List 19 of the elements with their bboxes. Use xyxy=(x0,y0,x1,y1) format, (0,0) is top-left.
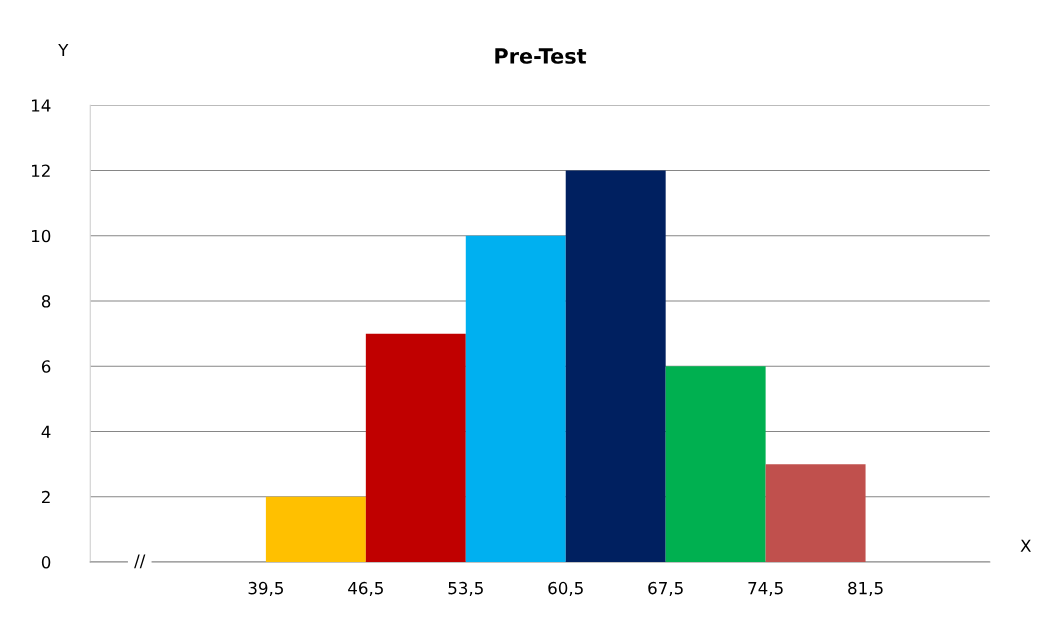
x-tick-label: 46,5 xyxy=(348,581,383,597)
x-tick-label: 39,5 xyxy=(248,581,283,597)
x-tick-label: 81,5 xyxy=(848,581,883,597)
y-tick-label: 10 xyxy=(32,229,51,243)
y-axis-title: Y xyxy=(58,43,69,57)
y-tick-label: 14 xyxy=(32,99,51,112)
y-tick-label: 12 xyxy=(32,164,50,177)
y-tick-label: 2 xyxy=(42,490,50,504)
x-tick-label: 53,5 xyxy=(448,581,483,597)
y-tick-label: 8 xyxy=(41,294,51,308)
chart-title: Pre-Test xyxy=(495,48,587,64)
y-tick-label: 0 xyxy=(41,556,51,569)
x-axis-title: X xyxy=(1020,539,1031,552)
x-tick-label: 67,5 xyxy=(648,581,683,597)
annotation: // xyxy=(134,554,146,569)
x-tick-label: 74,5 xyxy=(748,582,783,597)
x-tick-label: 60,5 xyxy=(548,581,583,597)
y-tick-label: 4 xyxy=(41,425,51,438)
y-tick-label: 6 xyxy=(41,360,51,373)
